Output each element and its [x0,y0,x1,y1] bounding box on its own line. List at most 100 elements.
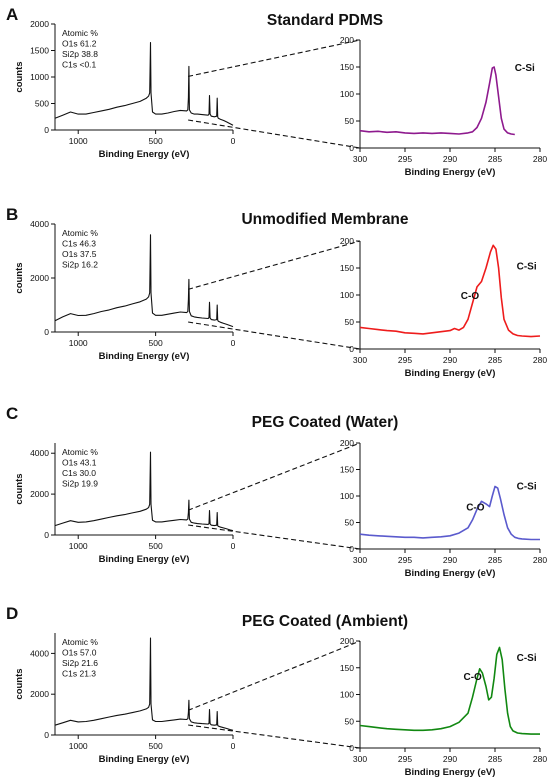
zoom-connector-bottom [188,524,361,550]
highres-line [359,646,540,735]
x-tick-label: 500 [149,541,163,551]
peak-label: C-O [466,503,485,514]
panel-title: Unmodified Membrane [241,211,408,228]
y-tick-label: 100 [340,89,354,99]
x-axis-label: Binding Energy (eV) [405,767,496,778]
peak-label: C-Si [517,481,537,492]
y-tick-label: 0 [349,743,354,753]
x-tick-label: 285 [488,154,502,164]
y-tick-label: 500 [35,99,49,109]
highres-line [359,485,540,541]
x-tick-label: 0 [231,741,236,751]
panel-letter: D [6,604,18,623]
x-tick-label: 295 [398,154,412,164]
zoom-connector-top [187,442,361,511]
zoom-connector-bottom [188,724,361,749]
x-tick-label: 295 [398,555,412,565]
panel-letter: B [6,205,18,224]
x-tick-label: 1000 [69,541,88,551]
x-tick-label: 280 [533,555,547,565]
y-tick-label: 200 [340,636,354,646]
survey-line [54,451,234,532]
x-tick-label: 280 [533,754,547,764]
x-tick-label: 500 [149,741,163,751]
atomic-percent-line: Atomic % [62,228,98,238]
panel-title: Standard PDMS [267,12,383,29]
atomic-percent-line: O1s 43.1 [62,458,97,468]
x-axis-label: Binding Energy (eV) [405,368,496,379]
y-tick-label: 2000 [30,273,49,283]
survey-chart: 0 500 1000 1500 2000 1000 500 0 Binding Energy (… [14,19,236,160]
panel-letter: A [6,5,18,24]
x-tick-label: 280 [533,355,547,365]
zoom-connector-top [187,240,361,290]
y-axis-label: counts [14,262,25,293]
highres-line [359,244,541,338]
panel-title: PEG Coated (Ambient) [242,613,408,630]
x-tick-label: 300 [353,355,367,365]
y-tick-label: 50 [345,518,355,528]
x-tick-label: 500 [149,136,163,146]
y-tick-label: 200 [340,35,354,45]
atomic-percent-line: O1s 37.5 [62,249,97,259]
y-tick-label: 200 [340,236,354,246]
y-tick-label: 150 [340,663,354,673]
zoom-connector-top [187,640,361,711]
peak-label: C-Si [517,261,537,272]
x-axis-label: Binding Energy (eV) [99,754,190,765]
highres-line [359,66,515,136]
highres-chart: 0 50 100 150 200 300 295 290 285 280 Binding Energ… [340,438,548,579]
x-tick-label: 280 [533,154,547,164]
y-tick-label: 0 [44,125,49,135]
peak-label: C-Si [517,653,537,664]
peak-label: C-Si [515,63,535,74]
x-axis-label: Binding Energy (eV) [99,554,190,565]
y-tick-label: 1500 [30,46,49,56]
y-tick-label: 2000 [30,19,49,29]
survey-line [54,234,234,328]
y-tick-label: 2000 [30,489,49,499]
atomic-percent-line: Si2p 21.6 [62,658,98,668]
x-tick-label: 290 [443,355,457,365]
peak-label: C-O [464,672,483,683]
atomic-percent-line: C1s 30.0 [62,468,96,478]
y-tick-label: 50 [345,317,355,327]
x-tick-label: 290 [443,154,457,164]
x-tick-label: 1000 [69,338,88,348]
x-tick-label: 300 [353,754,367,764]
x-tick-label: 285 [488,555,502,565]
x-tick-label: 285 [488,754,502,764]
atomic-percent-line: Si2p 38.8 [62,49,98,59]
y-tick-label: 0 [349,544,354,554]
survey-line [54,637,234,731]
peak-label: C-O [461,291,480,302]
x-tick-label: 285 [488,355,502,365]
x-tick-label: 290 [443,754,457,764]
y-axis-label: counts [14,668,25,699]
atomic-percent-line: O1s 57.0 [62,648,97,658]
survey-chart: 0 2000 4000 1000 500 0 Binding Energy (eV) coun… [14,633,236,765]
panel-title: PEG Coated (Water) [252,414,399,431]
x-tick-label: 0 [231,541,236,551]
y-tick-label: 0 [44,327,49,337]
x-axis-label: Binding Energy (eV) [405,568,496,579]
y-tick-label: 4000 [30,219,49,229]
y-tick-label: 150 [340,465,354,475]
highres-chart: 0 50 100 150 200 300 295 290 285 280 Binding Energ… [340,636,548,778]
zoom-connector-top [187,39,361,77]
atomic-percent-line: C1s 21.3 [62,669,96,679]
atomic-percent-line: C1s 46.3 [62,239,96,249]
x-tick-label: 295 [398,355,412,365]
x-tick-label: 1000 [69,741,88,751]
y-tick-label: 1000 [30,72,49,82]
x-tick-label: 0 [231,136,236,146]
x-axis-label: Binding Energy (eV) [99,351,190,362]
survey-line [54,42,234,126]
y-tick-label: 0 [44,530,49,540]
x-tick-label: 300 [353,154,367,164]
x-axis-label: Binding Energy (eV) [405,167,496,178]
y-tick-label: 0 [349,143,354,153]
